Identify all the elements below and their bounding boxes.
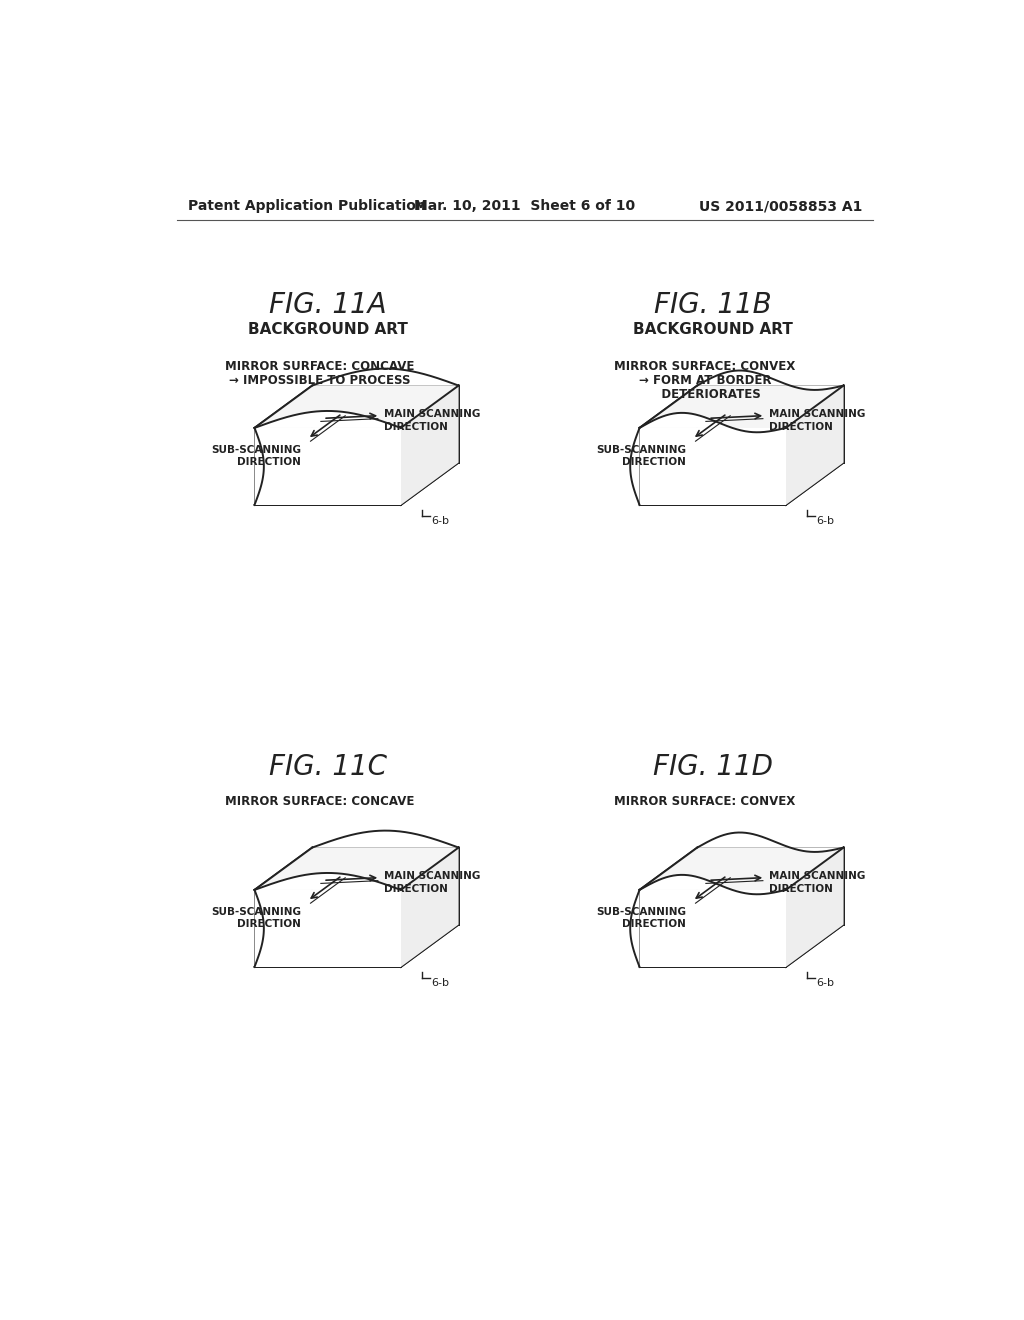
- Polygon shape: [400, 385, 459, 506]
- Polygon shape: [255, 847, 459, 890]
- Polygon shape: [640, 890, 785, 966]
- Polygon shape: [640, 847, 844, 890]
- Polygon shape: [255, 385, 459, 428]
- Text: FIG. 11A: FIG. 11A: [269, 290, 386, 318]
- Polygon shape: [255, 873, 400, 890]
- Text: FIG. 11C: FIG. 11C: [268, 752, 387, 780]
- Polygon shape: [255, 428, 400, 506]
- Polygon shape: [785, 847, 844, 966]
- Polygon shape: [255, 411, 400, 428]
- Polygon shape: [400, 847, 459, 966]
- Polygon shape: [697, 371, 844, 389]
- Polygon shape: [640, 890, 785, 966]
- Polygon shape: [785, 847, 844, 966]
- Polygon shape: [255, 462, 459, 506]
- Polygon shape: [640, 875, 785, 894]
- Text: SUB-SCANNING
DIRECTION: SUB-SCANNING DIRECTION: [596, 445, 686, 467]
- Text: 6-b: 6-b: [816, 516, 835, 527]
- Text: US 2011/0058853 A1: US 2011/0058853 A1: [698, 199, 862, 213]
- Text: MIRROR SURFACE: CONVEX: MIRROR SURFACE: CONVEX: [614, 360, 796, 372]
- Text: FIG. 11D: FIG. 11D: [652, 752, 773, 780]
- Polygon shape: [255, 847, 459, 890]
- Text: BACKGROUND ART: BACKGROUND ART: [633, 322, 793, 337]
- Text: 6-b: 6-b: [431, 516, 450, 527]
- Polygon shape: [640, 462, 844, 506]
- Polygon shape: [255, 428, 400, 506]
- Polygon shape: [640, 428, 785, 506]
- Polygon shape: [630, 890, 640, 966]
- Polygon shape: [640, 428, 785, 506]
- Text: MIRROR SURFACE: CONVEX: MIRROR SURFACE: CONVEX: [614, 795, 796, 808]
- Polygon shape: [400, 385, 459, 506]
- Text: Patent Application Publication: Patent Application Publication: [188, 199, 426, 213]
- Polygon shape: [255, 385, 459, 428]
- Polygon shape: [640, 924, 844, 966]
- Polygon shape: [312, 830, 459, 847]
- Polygon shape: [630, 428, 640, 506]
- Polygon shape: [697, 833, 844, 851]
- Polygon shape: [255, 890, 400, 966]
- Text: Mar. 10, 2011  Sheet 6 of 10: Mar. 10, 2011 Sheet 6 of 10: [415, 199, 635, 213]
- Text: → FORM AT BORDER: → FORM AT BORDER: [639, 374, 771, 387]
- Text: MAIN SCANNING
DIRECTION: MAIN SCANNING DIRECTION: [769, 409, 865, 432]
- Text: BACKGROUND ART: BACKGROUND ART: [248, 322, 408, 337]
- Polygon shape: [785, 385, 844, 506]
- Text: SUB-SCANNING
DIRECTION: SUB-SCANNING DIRECTION: [211, 445, 301, 467]
- Text: → IMPOSSIBLE TO PROCESS: → IMPOSSIBLE TO PROCESS: [229, 374, 411, 387]
- Polygon shape: [400, 847, 459, 966]
- Polygon shape: [640, 847, 844, 890]
- Polygon shape: [255, 890, 400, 966]
- Text: MAIN SCANNING
DIRECTION: MAIN SCANNING DIRECTION: [769, 871, 865, 894]
- Text: 6-b: 6-b: [816, 978, 835, 989]
- Text: MIRROR SURFACE: CONCAVE: MIRROR SURFACE: CONCAVE: [225, 360, 415, 372]
- Text: SUB-SCANNING
DIRECTION: SUB-SCANNING DIRECTION: [596, 907, 686, 929]
- Polygon shape: [255, 428, 264, 506]
- Polygon shape: [785, 385, 844, 506]
- Text: MAIN SCANNING
DIRECTION: MAIN SCANNING DIRECTION: [384, 871, 480, 894]
- Text: MAIN SCANNING
DIRECTION: MAIN SCANNING DIRECTION: [384, 409, 480, 432]
- Text: FIG. 11B: FIG. 11B: [654, 290, 771, 318]
- Polygon shape: [640, 385, 844, 428]
- Polygon shape: [255, 890, 264, 966]
- Text: 6-b: 6-b: [431, 978, 450, 989]
- Polygon shape: [312, 368, 459, 385]
- Polygon shape: [640, 385, 844, 428]
- Text: DETERIORATES: DETERIORATES: [649, 388, 761, 400]
- Polygon shape: [255, 924, 459, 966]
- Text: MIRROR SURFACE: CONCAVE: MIRROR SURFACE: CONCAVE: [225, 795, 415, 808]
- Text: SUB-SCANNING
DIRECTION: SUB-SCANNING DIRECTION: [211, 907, 301, 929]
- Polygon shape: [640, 413, 785, 432]
